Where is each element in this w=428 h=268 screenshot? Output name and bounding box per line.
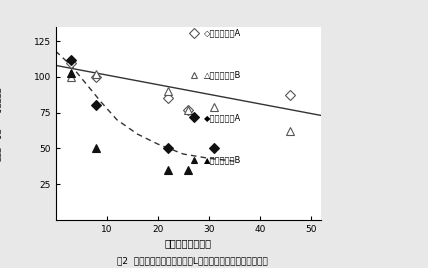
- Text: 濃度（mg／100g新鮮重）: 濃度（mg／100g新鮮重）: [0, 86, 2, 161]
- X-axis label: 貯蔵期間（時間）: 貯蔵期間（時間）: [165, 238, 212, 248]
- Text: △：内部貯蔵B: △：内部貯蔵B: [204, 70, 242, 80]
- Text: ◇：内部貯蔵A: ◇：内部貯蔵A: [204, 28, 241, 37]
- Text: 図2  貯蔵中のホウレンソウのL－アスコルビン酸含量の変化: 図2 貯蔵中のホウレンソウのL－アスコルビン酸含量の変化: [117, 256, 268, 265]
- Text: ◆：外部放置A: ◆：外部放置A: [204, 113, 241, 122]
- Text: ▲：外部放置B: ▲：外部放置B: [204, 155, 242, 165]
